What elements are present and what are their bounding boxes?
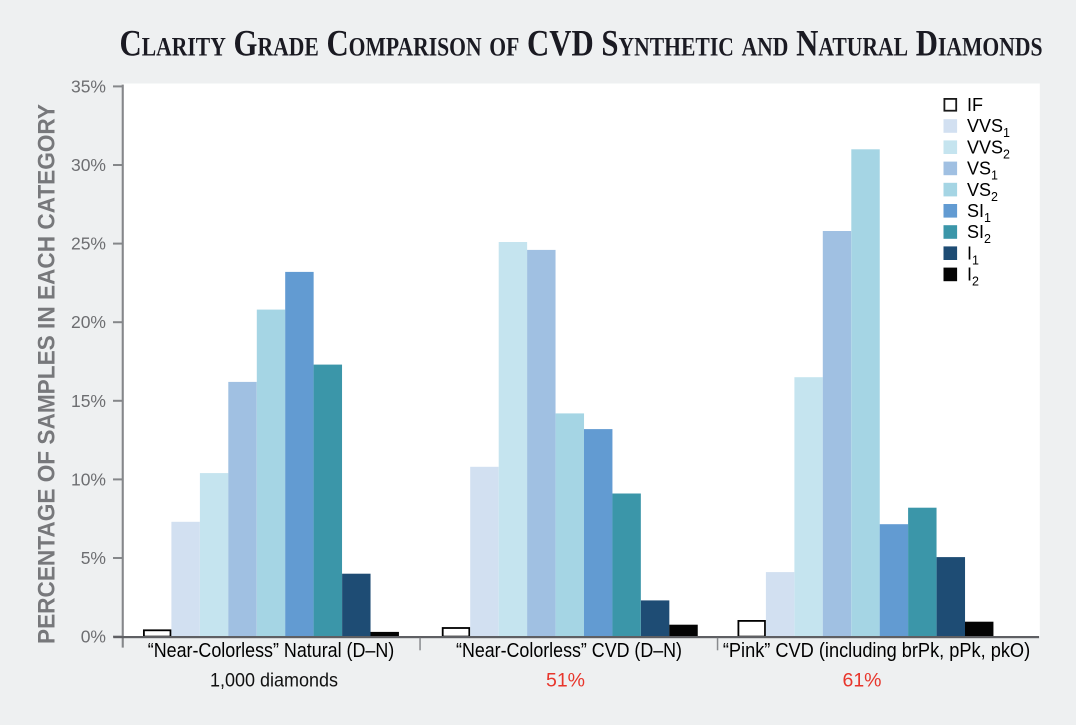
svg-text:“Near-Colorless” CVD (D–N): “Near-Colorless” CVD (D–N) xyxy=(456,640,682,662)
svg-text:51%: 51% xyxy=(546,669,585,691)
svg-text:PERCENTAGE OF SAMPLES IN EACH: PERCENTAGE OF SAMPLES IN EACH CATEGORY xyxy=(34,104,61,644)
svg-text:35%: 35% xyxy=(71,76,106,96)
svg-text:20%: 20% xyxy=(71,312,106,332)
svg-text:Clarity Grade Comparison of CV: Clarity Grade Comparison of CVD Syntheti… xyxy=(120,24,1043,65)
svg-text:VVS1: VVS1 xyxy=(967,116,1010,140)
svg-text:30%: 30% xyxy=(71,155,106,175)
svg-text:VVS2: VVS2 xyxy=(967,137,1010,161)
svg-text:1,000 diamonds: 1,000 diamonds xyxy=(210,669,338,691)
svg-text:0%: 0% xyxy=(81,627,106,647)
svg-text:“Pink” CVD (including brPk, pP: “Pink” CVD (including brPk, pPk, pkO) xyxy=(723,640,1030,662)
svg-text:IF: IF xyxy=(967,95,983,115)
svg-text:5%: 5% xyxy=(81,548,106,568)
svg-text:“Near-Colorless” Natural (D–N): “Near-Colorless” Natural (D–N) xyxy=(148,640,395,662)
svg-text:15%: 15% xyxy=(71,391,106,411)
svg-text:10%: 10% xyxy=(71,469,106,489)
svg-text:61%: 61% xyxy=(842,669,881,691)
svg-text:25%: 25% xyxy=(71,234,106,254)
